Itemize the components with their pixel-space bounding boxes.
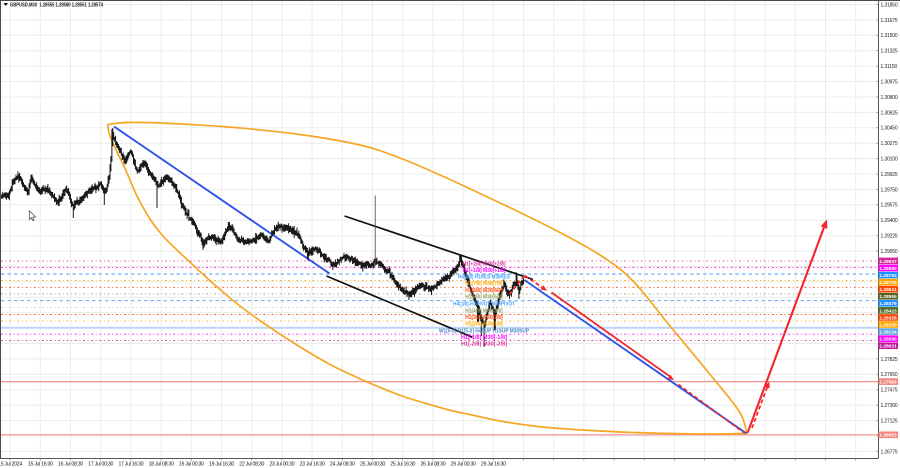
svg-text:24 Jul 08:30: 24 Jul 08:30 (330, 461, 355, 467)
svg-text:1.29400: 1.29400 (881, 218, 898, 224)
svg-text:29 Jul 16:30: 29 Jul 16:30 (481, 461, 506, 467)
svg-text:H4[1/8]-H1PIVOT M30PIVOT: H4[1/8]-H1PIVOT M30PIVOT (453, 301, 516, 307)
svg-text:1.29750: 1.29750 (881, 187, 898, 193)
svg-text:1.28479: 1.28479 (879, 301, 897, 307)
svg-text:1.27300: 1.27300 (881, 403, 898, 409)
svg-text:1.30450: 1.30450 (881, 126, 898, 132)
svg-text:1.31500: 1.31500 (881, 33, 898, 39)
svg-text:1.30800: 1.30800 (881, 95, 898, 101)
svg-text:17 Jul 00:30: 17 Jul 00:30 (88, 461, 113, 467)
svg-text:1.28090: 1.28090 (879, 337, 897, 343)
svg-text:26 Jul 08:30: 26 Jul 08:30 (420, 461, 445, 467)
svg-text:1.28784: 1.28784 (879, 273, 897, 279)
svg-text:W1[5-0] D1[5-0] H4SUP H1SUP M3: W1[5-0] D1[5-0] H4SUP H1SUP M30SUP (439, 329, 529, 335)
svg-text:23 Jul 16:30: 23 Jul 16:30 (300, 461, 325, 467)
svg-text:H1[4/8] M30[3/8]: H1[4/8] M30[3/8] (465, 308, 503, 314)
svg-text:19 Jul 00:30: 19 Jul 00:30 (179, 461, 204, 467)
svg-text:1.29050: 1.29050 (881, 249, 898, 255)
svg-text:H1[2/8] M30[1/8]: H1[2/8] M30[1/8] (465, 322, 503, 328)
svg-text:1.30625: 1.30625 (881, 110, 898, 116)
svg-text:H1[+1/8] M30[+1/8]: H1[+1/8] M30[+1/8] (463, 268, 506, 274)
svg-text:1.28423: 1.28423 (879, 308, 897, 314)
svg-text:1.31850: 1.31850 (881, 2, 898, 8)
svg-text:H4[8/8] H1RES M30RES: H4[8/8] H1RES M30RES (458, 275, 510, 281)
svg-text:22 Jul 08:30: 22 Jul 08:30 (239, 461, 264, 467)
svg-text:H1[7/8] M30[7/8]: H1[7/8] M30[7/8] (465, 281, 503, 287)
svg-text:1.28250: 1.28250 (879, 322, 897, 328)
svg-text:16 Jul 08:30: 16 Jul 08:30 (58, 461, 83, 467)
svg-text:GBPUSD,M30 1.28555 1.28580 1.: GBPUSD,M30 1.28555 1.28580 1.28551 1.285… (10, 3, 103, 9)
svg-text:23 Jul 00:30: 23 Jul 00:30 (269, 461, 294, 467)
svg-text:1.29575: 1.29575 (881, 203, 898, 209)
svg-text:1.30975: 1.30975 (881, 80, 898, 86)
svg-text:1.28326: 1.28326 (879, 315, 897, 321)
svg-text:17 Jul 16:30: 17 Jul 16:30 (118, 461, 143, 467)
svg-text:1.30275: 1.30275 (881, 141, 898, 147)
svg-text:1.28880: 1.28880 (879, 266, 897, 272)
svg-text:H1[5/8] M30[5/8]: H1[5/8] M30[5/8] (465, 295, 503, 301)
svg-text:1.28708: 1.28708 (879, 280, 897, 286)
svg-text:H1[-2/8] M30[-2/8]: H1[-2/8] M30[-2/8] (461, 341, 507, 347)
svg-text:H1[-1/8] M30[-1/8]: H1[-1/8] M30[-1/8] (461, 335, 507, 341)
svg-text:1.28937: 1.28937 (879, 259, 897, 265)
svg-text:H1[+2/8] M30[+2/8]: H1[+2/8] M30[+2/8] (463, 262, 506, 268)
svg-text:1.27475: 1.27475 (881, 388, 898, 394)
svg-text:1.30100: 1.30100 (881, 157, 898, 163)
svg-text:H1[6/8] M30[6/8]: H1[6/8] M30[6/8] (465, 288, 503, 294)
svg-text:1.31150: 1.31150 (881, 64, 898, 70)
svg-text:1.31675: 1.31675 (881, 18, 898, 24)
svg-text:1.27825: 1.27825 (881, 357, 898, 363)
svg-text:15 Jul 16:30: 15 Jul 16:30 (28, 461, 53, 467)
svg-text:1.29225: 1.29225 (881, 234, 898, 240)
svg-text:H1[3/8] M30[2/8]: H1[3/8] M30[2/8] (465, 315, 503, 321)
svg-text:19 Jul 16:30: 19 Jul 16:30 (209, 461, 234, 467)
svg-text:1.27650: 1.27650 (881, 372, 898, 378)
svg-text:1.29925: 1.29925 (881, 172, 898, 178)
svg-text:1.28555: 1.28555 (879, 294, 897, 300)
svg-text:1.26775: 1.26775 (881, 449, 898, 455)
svg-text:1.26953: 1.26953 (879, 433, 897, 439)
svg-text:1.31325: 1.31325 (881, 49, 898, 55)
svg-text:25 Jul 16:30: 25 Jul 16:30 (390, 461, 415, 467)
svg-text:1.28611: 1.28611 (879, 287, 896, 293)
svg-text:29 Jul 00:30: 29 Jul 00:30 (451, 461, 476, 467)
svg-text:1.27563: 1.27563 (879, 380, 897, 386)
svg-text:1.28134: 1.28134 (879, 330, 897, 336)
svg-text:15 Jul 2024: 15 Jul 2024 (0, 461, 22, 467)
svg-text:18 Jul 08:30: 18 Jul 08:30 (149, 461, 174, 467)
svg-text:25 Jul 00:30: 25 Jul 00:30 (360, 461, 385, 467)
svg-text:1.27125: 1.27125 (881, 419, 898, 425)
svg-text:1.28021: 1.28021 (879, 344, 897, 350)
